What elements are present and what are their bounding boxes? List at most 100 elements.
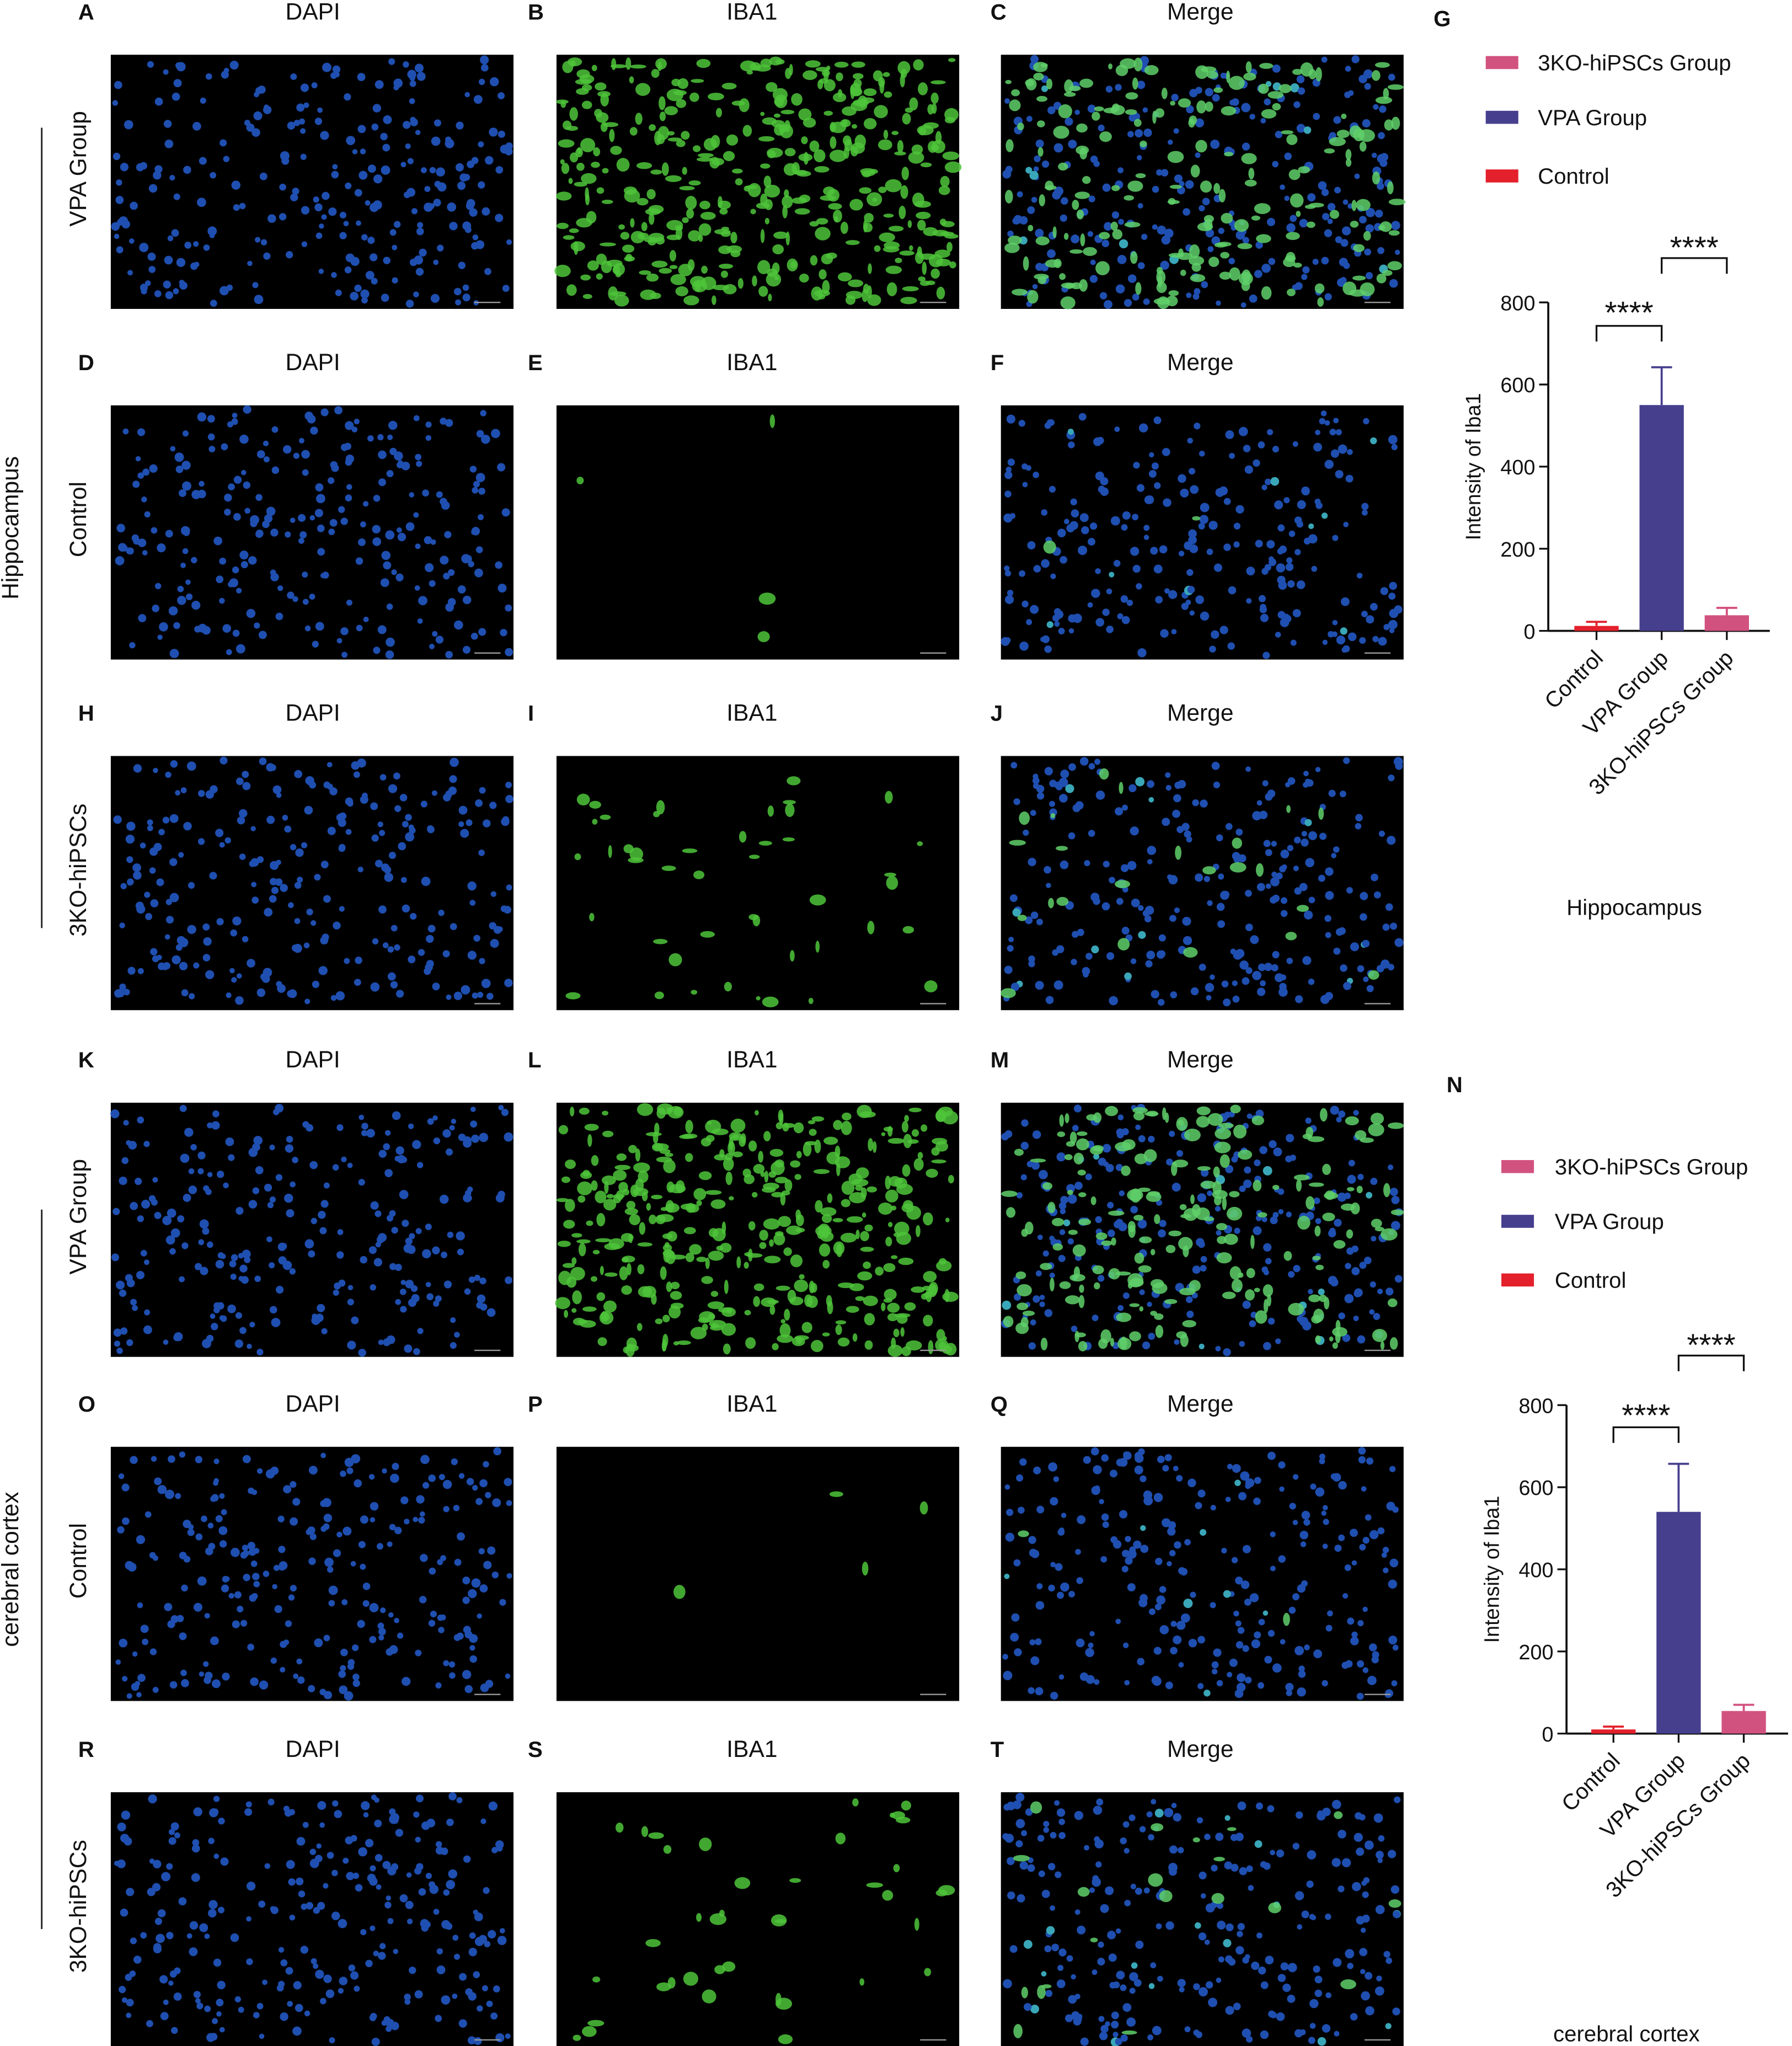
nucleus xyxy=(239,434,249,444)
nucleus xyxy=(254,622,260,629)
microglia xyxy=(886,875,898,890)
nucleus xyxy=(154,583,162,590)
nucleus xyxy=(1019,570,1026,577)
nucleus xyxy=(1196,1238,1205,1247)
microglia xyxy=(609,129,615,142)
nucleus xyxy=(304,625,311,632)
microglia xyxy=(934,249,950,258)
microglia xyxy=(602,1130,614,1137)
microglia xyxy=(635,1148,641,1162)
nucleus xyxy=(453,1504,460,1511)
nucleus xyxy=(1215,1833,1224,1841)
nucleus xyxy=(409,492,415,498)
nucleus xyxy=(357,125,366,133)
nucleus xyxy=(393,78,403,88)
nucleus xyxy=(296,103,305,112)
nucleus xyxy=(1322,1543,1328,1550)
microglia xyxy=(646,1203,651,1211)
nucleus xyxy=(1089,1887,1095,1893)
microglia xyxy=(1353,244,1365,253)
microglia xyxy=(1233,1124,1247,1139)
nucleus xyxy=(1059,1229,1066,1235)
nucleus xyxy=(1033,565,1041,573)
nucleus xyxy=(1044,1309,1053,1317)
microglia xyxy=(1251,1115,1264,1125)
nucleus xyxy=(379,1943,386,1949)
nucleus xyxy=(448,1869,458,1879)
microglia xyxy=(930,80,946,84)
panel-letter: T xyxy=(991,1737,1004,1762)
nucleus xyxy=(302,469,309,476)
nucleus xyxy=(443,1660,450,1666)
nucleus xyxy=(1294,995,1303,1003)
nucleus xyxy=(154,97,163,106)
nucleus xyxy=(1250,935,1259,944)
nucleus xyxy=(1366,207,1376,217)
microglia xyxy=(1167,151,1184,163)
nucleus xyxy=(268,1798,275,1805)
nucleus xyxy=(440,418,447,425)
nucleus xyxy=(1111,2021,1119,2029)
nucleus xyxy=(309,594,315,600)
nucleus xyxy=(1135,1124,1141,1130)
nucleus xyxy=(1014,1293,1021,1301)
nucleus xyxy=(216,1302,224,1310)
microglia xyxy=(1285,255,1296,262)
nucleus xyxy=(389,1210,396,1217)
nucleus xyxy=(231,1254,238,1262)
microglia xyxy=(1286,134,1298,145)
nucleus xyxy=(1061,197,1068,205)
nucleus xyxy=(419,1511,425,1517)
microglia xyxy=(616,1153,627,1161)
microglia xyxy=(1223,1233,1238,1245)
microglia xyxy=(879,79,885,94)
nucleus xyxy=(280,1666,286,1673)
microglia xyxy=(794,1279,809,1292)
nucleus xyxy=(405,300,414,308)
nucleus xyxy=(287,591,295,599)
nucleus xyxy=(1235,1833,1244,1841)
nucleus xyxy=(1389,581,1397,590)
nucleus xyxy=(277,984,286,993)
nucleus xyxy=(175,790,181,796)
nucleus xyxy=(1200,611,1210,621)
nucleus xyxy=(1117,1114,1124,1120)
nucleus xyxy=(1237,1801,1247,1810)
microglia xyxy=(1111,1237,1116,1246)
y-tick-label: 800 xyxy=(1519,1395,1554,1418)
nucleus xyxy=(1353,1110,1359,1116)
microglia xyxy=(774,113,781,118)
nucleus xyxy=(1370,1178,1378,1185)
nucleus xyxy=(1315,430,1320,435)
stain-label: Merge xyxy=(1167,700,1234,726)
nucleus xyxy=(1284,152,1292,161)
microglia xyxy=(587,260,599,271)
microglia xyxy=(613,263,625,276)
nucleus xyxy=(1239,1185,1246,1192)
microglia xyxy=(769,1148,784,1157)
nucleus xyxy=(452,1935,459,1941)
nucleus xyxy=(409,98,415,104)
microglia xyxy=(1110,105,1125,115)
nucleus xyxy=(203,937,212,946)
nucleus xyxy=(1111,211,1120,219)
nucleus xyxy=(383,1143,391,1151)
nucleus xyxy=(1308,2037,1315,2044)
microglia xyxy=(1340,1979,1356,1990)
microglia xyxy=(557,222,569,229)
microglia xyxy=(923,1271,937,1283)
nucleus xyxy=(400,162,406,168)
nucleus xyxy=(221,443,228,451)
nucleus xyxy=(1148,1834,1154,1841)
microglia xyxy=(575,79,592,85)
microglia xyxy=(1254,1288,1260,1292)
microglia xyxy=(701,1276,713,1284)
nucleus xyxy=(120,1327,128,1335)
nucleus xyxy=(1030,810,1036,816)
microglia xyxy=(566,284,577,296)
nucleus xyxy=(479,1132,489,1142)
microglia xyxy=(624,256,635,262)
nucleus xyxy=(418,1516,425,1524)
microglia xyxy=(1037,147,1044,157)
nucleus xyxy=(116,1859,126,1868)
